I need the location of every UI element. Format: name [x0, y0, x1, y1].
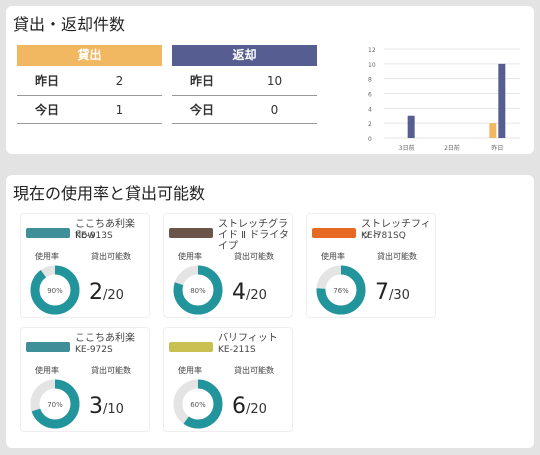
x-tick-label: 2日前 — [444, 144, 460, 152]
return-row-today: 今日 0 — [172, 96, 317, 124]
usage-donut: 60% — [173, 379, 223, 429]
lending-row-yesterday: 昨日 2 — [17, 66, 162, 96]
lending-header: 貸出 — [17, 45, 162, 66]
available-total: /20 — [246, 402, 267, 417]
donut-percent: 90% — [47, 287, 63, 295]
return-header: 返却 — [172, 45, 317, 66]
y-tick-label: 6 — [368, 92, 372, 99]
equipment-name: バリフィット — [218, 333, 278, 344]
usage-donut: 80% — [173, 265, 223, 315]
equipment-name: ストレッチグライド Ⅱ ドライタイプ — [218, 219, 289, 252]
usage-rate-label: 使用率 — [35, 252, 59, 261]
return-row-yesterday: 昨日 10 — [172, 66, 317, 96]
available-total: /30 — [389, 288, 410, 303]
row-value: 0 — [270, 102, 279, 117]
row-label: 今日 — [189, 103, 214, 117]
available-count: 3/10 — [89, 394, 124, 419]
available-label: 貸出可能数 — [234, 252, 274, 261]
bar — [498, 63, 506, 138]
donut-fill — [30, 265, 80, 315]
equipment-card[interactable]: ストレッチグライド Ⅱ ドライタイプ使用率 貸出可能数 80% 4/20 — [163, 213, 293, 318]
available-count: 4/20 — [232, 280, 267, 305]
available-label: 貸出可能数 — [234, 366, 274, 375]
available-value: 3 — [89, 394, 103, 419]
usage-rate-label: 使用率 — [35, 366, 59, 375]
row-label: 今日 — [34, 103, 59, 117]
lending-return-chart: 12 10 8 6 4 2 0 3日前 2日前 昨日 — [368, 47, 520, 152]
available-label: 貸出可能数 — [91, 366, 131, 375]
available-count: 2/20 — [89, 280, 124, 305]
y-tick-label: 12 — [368, 47, 376, 54]
equipment-name: ここちあ利楽 — [75, 333, 135, 344]
donut-fill — [173, 265, 223, 315]
equipment-card[interactable]: ここちあ利楽flow KE-913S 使用率 貸出可能数 90% 2/20 — [20, 213, 150, 318]
equipment-code: KE-972S — [75, 345, 113, 355]
donut-fill — [173, 379, 223, 429]
y-tick-label: 4 — [368, 106, 372, 113]
bar — [489, 123, 497, 138]
usage-donut: 90% — [30, 265, 80, 315]
equipment-thumbnail-icon — [169, 228, 213, 238]
return-table: 返却 昨日 10 今日 0 — [172, 45, 317, 124]
usage-panel: 現在の使用率と貸出可能数 ここちあ利楽flow KE-913S 使用率 貸出可能数 90… — [6, 175, 534, 448]
usage-rate-label: 使用率 — [321, 252, 345, 261]
usage-rate-label: 使用率 — [178, 366, 202, 375]
donut-percent: 60% — [190, 401, 206, 409]
usage-rate-label: 使用率 — [178, 252, 202, 261]
equipment-code: KE-781SQ — [361, 231, 406, 241]
lending-return-panel: 貸出・返却件数 貸出 昨日 2 今日 1 返却 昨日 10 今日 0 12 10 8… — [6, 6, 534, 154]
available-total: /20 — [246, 288, 267, 303]
equipment-name: ストレッチフィット — [361, 219, 431, 241]
available-label: 貸出可能数 — [91, 252, 131, 261]
available-value: 2 — [89, 280, 103, 305]
equipment-thumbnail-icon — [312, 228, 356, 238]
lending-return-title: 貸出・返却件数 — [13, 15, 126, 34]
y-tick-label: 8 — [368, 77, 372, 84]
lending-row-today: 今日 1 — [17, 96, 162, 124]
available-value: 7 — [375, 280, 389, 305]
equipment-thumbnail-icon — [169, 342, 213, 352]
x-tick-label: 3日前 — [399, 144, 415, 152]
available-label: 貸出可能数 — [377, 252, 417, 261]
donut-fill — [316, 265, 366, 315]
row-value: 1 — [115, 102, 124, 117]
donut-percent: 70% — [47, 401, 63, 409]
equipment-card[interactable]: バリフィット KE-211S 使用率 貸出可能数 60% 6/20 — [163, 327, 293, 432]
bar — [407, 115, 415, 138]
available-count: 6/20 — [232, 394, 267, 419]
equipment-card[interactable]: ここちあ利楽 KE-972S 使用率 貸出可能数 70% 3/10 — [20, 327, 150, 432]
row-label: 昨日 — [189, 74, 214, 88]
donut-percent: 80% — [190, 287, 206, 295]
row-label: 昨日 — [34, 74, 59, 88]
available-count: 7/30 — [375, 280, 410, 305]
row-value: 2 — [115, 73, 124, 88]
y-tick-label: 10 — [368, 62, 376, 69]
equipment-code: KE-211S — [218, 345, 256, 355]
equipment-card[interactable]: ストレッチフィット KE-781SQ 使用率 貸出可能数 76% 7/30 — [306, 213, 436, 318]
usage-donut: 70% — [30, 379, 80, 429]
equipment-code: KE-913S — [75, 231, 113, 241]
y-tick-label: 2 — [368, 121, 372, 128]
usage-donut: 76% — [316, 265, 366, 315]
donut-percent: 76% — [333, 287, 349, 295]
equipment-thumbnail-icon — [26, 342, 70, 352]
lending-table: 貸出 昨日 2 今日 1 — [17, 45, 162, 124]
donut-fill — [30, 379, 80, 429]
usage-title: 現在の使用率と貸出可能数 — [13, 184, 206, 203]
available-total: /10 — [103, 402, 124, 417]
row-value: 10 — [266, 73, 283, 88]
equipment-thumbnail-icon — [26, 228, 70, 238]
x-tick-label: 昨日 — [491, 144, 503, 152]
available-total: /20 — [103, 288, 124, 303]
available-value: 6 — [232, 394, 246, 419]
y-tick-label: 0 — [368, 136, 372, 143]
equipment-name: ここちあ利楽flow — [75, 219, 135, 241]
available-value: 4 — [232, 280, 246, 305]
